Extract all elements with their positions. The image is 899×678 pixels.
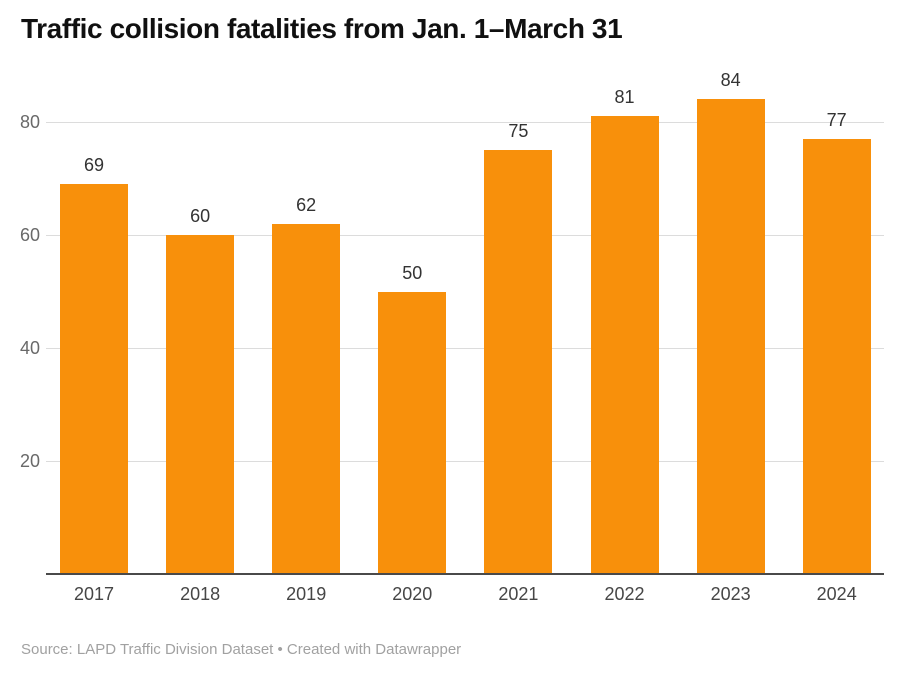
bar-2023 — [696, 99, 765, 574]
bar-value-label: 50 — [402, 262, 423, 283]
bar-value-label: 81 — [614, 87, 635, 108]
chart-title: Traffic collision fatalities from Jan. 1… — [21, 13, 623, 44]
bar-value-label: 75 — [508, 121, 529, 142]
x-axis-label: 2017 — [73, 584, 115, 604]
x-axis-label: 2021 — [498, 584, 539, 604]
bar-value-label: 60 — [190, 206, 211, 226]
bar-value-label: 77 — [826, 109, 847, 130]
bar-2019 — [272, 223, 341, 574]
x-axis-label: 2024 — [816, 584, 857, 604]
source-attribution: Source: LAPD Traffic Division Dataset • … — [21, 641, 462, 658]
bar-value-label: 69 — [83, 155, 105, 176]
bar-value-label: 84 — [720, 70, 741, 91]
x-axis-line — [46, 573, 884, 575]
bar-2017 — [60, 184, 128, 574]
gridline — [46, 461, 884, 462]
bar-2020 — [378, 291, 447, 574]
x-axis-label: 2020 — [392, 584, 433, 604]
x-axis-label: 2022 — [604, 584, 645, 604]
bar-2022 — [590, 116, 659, 574]
bar-2018 — [166, 235, 235, 574]
y-axis-tick-label: 60 — [19, 225, 40, 245]
x-axis-label: 2023 — [710, 584, 751, 604]
x-axis-label: 2019 — [286, 584, 327, 604]
gridline — [46, 348, 884, 349]
gridline — [46, 235, 884, 236]
y-axis-tick-label: 40 — [19, 338, 40, 358]
gridline — [46, 122, 884, 123]
x-axis-label: 2018 — [180, 584, 221, 604]
y-axis-tick-label: 20 — [19, 451, 40, 471]
bar-value-label: 62 — [296, 194, 317, 215]
y-axis-tick-label: 80 — [19, 112, 40, 132]
bar-2021 — [484, 150, 553, 574]
bar-2024 — [802, 138, 871, 574]
